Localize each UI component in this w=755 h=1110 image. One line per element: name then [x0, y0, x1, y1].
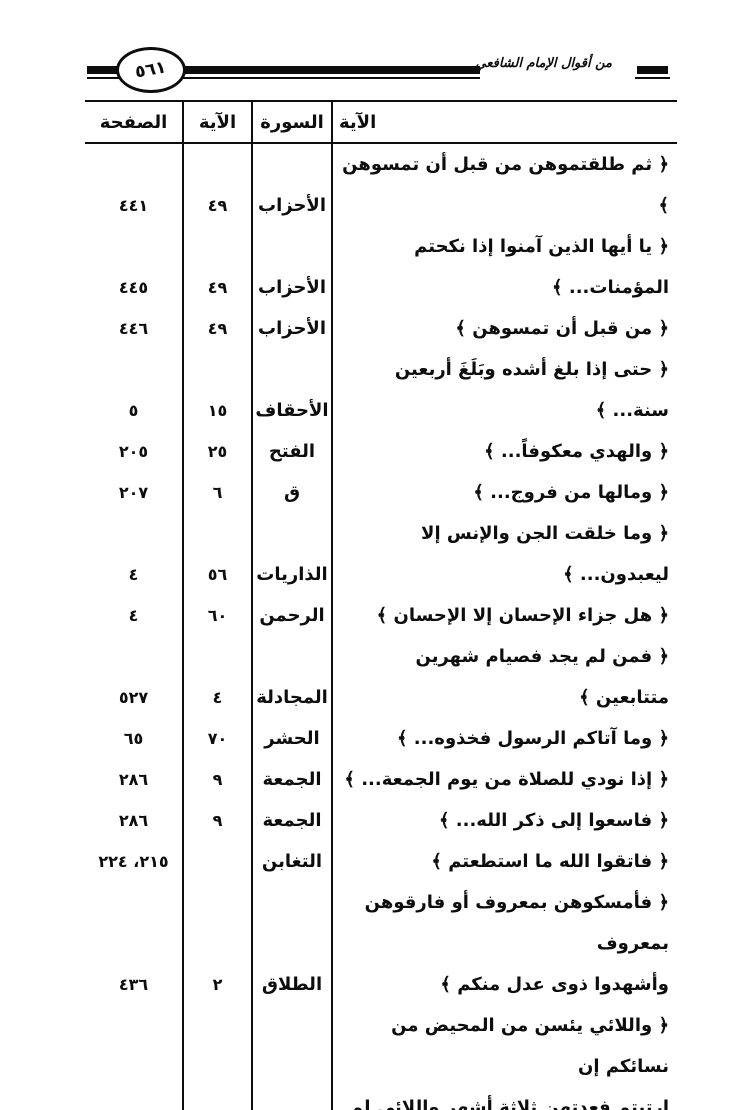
page-cell: ٢٨٦: [118, 811, 149, 830]
table-row: ﴿ إذا نودي للصلاة من يوم الجمعة... ﴾ الج…: [85, 759, 677, 800]
surah-cell: الفتح: [251, 431, 331, 472]
header-aya: الآية: [182, 102, 251, 144]
aya-cell: ٦: [182, 472, 251, 513]
surah-cell: الرحمن: [251, 595, 331, 636]
page-cell: ٢٠٧: [118, 483, 149, 502]
running-title: من أقوال الإمام الشافعي: [475, 56, 613, 71]
aya-cell: ٧٠: [182, 718, 251, 759]
table-row: ﴿ واللائي يئسن من المحيض من نسائكم إن ار…: [85, 1005, 677, 1110]
table-row: ﴿ فاتقوا الله ما استطعتم ﴾ التغابن ٢١٥، …: [85, 841, 677, 882]
aya-cell: ٤: [182, 636, 251, 718]
table-row: ﴿ ثم طلقتموهن من قبل أن تمسوهن ﴾ الأحزاب…: [85, 144, 677, 226]
aya-cell: ٤٩: [182, 308, 251, 349]
table-row: ﴿ وما خلقت الجن والإنس إلا ليعبدون... ﴾ …: [85, 513, 677, 595]
page-cell: ٤٤٥: [118, 278, 149, 297]
table-row: ﴿ حتى إذا بلغ أشده وبَلَغَ أربعين سنة...…: [85, 349, 677, 431]
verse-cell: ﴿ وما آتاكم الرسول فخذوه... ﴾: [331, 718, 677, 759]
aya-cell: ٤٩: [182, 226, 251, 308]
page-cell: ٤٤٦: [118, 319, 149, 338]
surah-cell: الأحزاب: [251, 144, 331, 226]
aya-cell: ٢٥: [182, 431, 251, 472]
surah-cell: الجمعة: [251, 759, 331, 800]
table-row: ﴿ ومالها من فروج... ﴾ ق ٦ ٢٠٧: [85, 472, 677, 513]
verse-cell: ﴿ حتى إذا بلغ أشده وبَلَغَ أربعين سنة...…: [331, 349, 677, 431]
verse-index-table: الآية السورة الآية الصفحة ﴿ ثم طلقتموهن …: [85, 100, 677, 1110]
verse-cell: ﴿ هل جزاء الإحسان إلا الإحسان ﴾: [331, 595, 677, 636]
page-number: ٥٦١: [133, 57, 169, 83]
surah-cell: الأحقاف: [251, 349, 331, 431]
verse-cell: ﴿ والهدي معكوفاً... ﴾: [331, 431, 677, 472]
verse-cell: ﴿ فاسعوا إلى ذكر الله... ﴾: [331, 800, 677, 841]
surah-cell: الطلاق: [251, 1005, 331, 1110]
verse-cell: ﴿ فمن لم يجد فصيام شهرين متتابعين ﴾: [331, 636, 677, 718]
table-row: ﴿ فمن لم يجد فصيام شهرين متتابعين ﴾ المج…: [85, 636, 677, 718]
header-rule-left: [87, 66, 480, 79]
table-header-row: الآية السورة الآية الصفحة: [85, 102, 677, 144]
aya-cell: ٦٠: [182, 595, 251, 636]
table-row: ﴿ يا أيها الذين آمنوا إذا نكحتم المؤمنات…: [85, 226, 677, 308]
table-row: ﴿ هل جزاء الإحسان إلا الإحسان ﴾ الرحمن ٦…: [85, 595, 677, 636]
table-row: ﴿ فأمسكوهن بمعروف أو فارقوهن بمعروف وأشه…: [85, 882, 677, 1005]
page-cell: ٢٨٦: [118, 770, 149, 789]
page-cell: ٤٥٠: [85, 1005, 182, 1110]
surah-cell: الذاريات: [251, 513, 331, 595]
header-page: الصفحة: [99, 112, 168, 133]
verse-cell: ﴿ وما خلقت الجن والإنس إلا ليعبدون... ﴾: [331, 513, 677, 595]
aya-cell: ٢: [182, 882, 251, 1005]
table-row: ﴿ والهدي معكوفاً... ﴾ الفتح ٢٥ ٢٠٥: [85, 431, 677, 472]
verse-cell: ﴿ ومالها من فروج... ﴾: [331, 472, 677, 513]
page-cell: ٥: [128, 401, 139, 420]
aya-cell: ٤٩: [182, 144, 251, 226]
verse-cell: ﴿ واللائي يئسن من المحيض من نسائكم إن ار…: [331, 1005, 677, 1110]
surah-cell: الجمعة: [251, 800, 331, 841]
verse-cell: ﴿ فاتقوا الله ما استطعتم ﴾: [331, 841, 677, 882]
page-cell: ٤٤١: [118, 196, 149, 215]
aya-cell: ٥٦: [182, 513, 251, 595]
verse-cell: ﴿ ثم طلقتموهن من قبل أن تمسوهن ﴾: [331, 144, 677, 226]
table-row: ﴿ فاسعوا إلى ذكر الله... ﴾ الجمعة ٩ ٢٨٦: [85, 800, 677, 841]
surah-cell: التغابن: [251, 841, 331, 882]
header-verse: الآية: [331, 102, 677, 144]
page-cell: ٤: [128, 565, 139, 584]
aya-cell: ٩: [182, 759, 251, 800]
page-cell: ٦٥: [123, 729, 144, 748]
verse-cell: ﴿ فأمسكوهن بمعروف أو فارقوهن بمعروف وأشه…: [331, 882, 677, 1005]
aya-cell: ٩: [182, 800, 251, 841]
aya-cell: ٤: [182, 1005, 251, 1110]
header-rule-right: [635, 66, 670, 79]
verse-cell: ﴿ يا أيها الذين آمنوا إذا نكحتم المؤمنات…: [331, 226, 677, 308]
surah-cell: الطلاق: [251, 882, 331, 1005]
surah-cell: الأحزاب: [251, 308, 331, 349]
table-row: ﴿ من قبل أن تمسوهن ﴾ الأحزاب ٤٩ ٤٤٦: [85, 308, 677, 349]
table-row: ﴿ وما آتاكم الرسول فخذوه... ﴾ الحشر ٧٠ ٦…: [85, 718, 677, 759]
surah-cell: الأحزاب: [251, 226, 331, 308]
page-cell: ٥٢٧: [118, 688, 149, 707]
page-cell: ٤٣٦: [118, 975, 149, 994]
page-cell: ٢٠٥: [118, 442, 149, 461]
page-cell: ٢١٥، ٢٢٤: [98, 852, 169, 871]
aya-cell: [182, 841, 251, 882]
surah-cell: المجادلة: [251, 636, 331, 718]
verse-cell: ﴿ إذا نودي للصلاة من يوم الجمعة... ﴾: [331, 759, 677, 800]
page-number-badge: ٥٦١: [116, 47, 186, 93]
surah-cell: الحشر: [251, 718, 331, 759]
aya-cell: ١٥: [182, 349, 251, 431]
page-cell: ٤: [128, 606, 139, 625]
header-surah: السورة: [251, 102, 331, 144]
verse-cell: ﴿ من قبل أن تمسوهن ﴾: [331, 308, 677, 349]
surah-cell: ق: [251, 472, 331, 513]
